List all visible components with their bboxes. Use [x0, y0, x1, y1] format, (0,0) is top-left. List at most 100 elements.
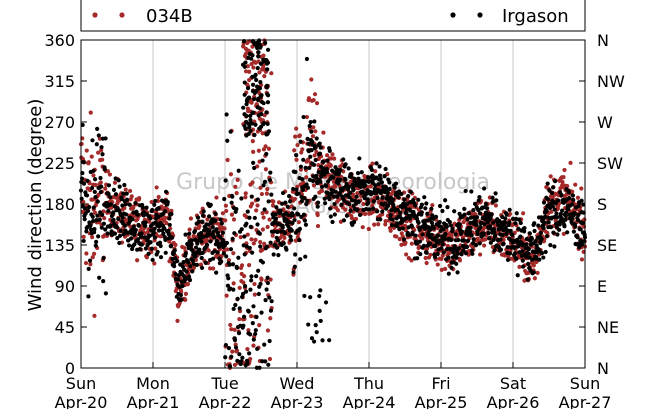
data-point-034b [89, 154, 94, 159]
data-point-irgason [264, 244, 270, 249]
data-point-irgason [296, 212, 301, 217]
data-point-irgason [477, 241, 482, 246]
data-point-irgason [404, 216, 409, 221]
data-point-irgason [302, 195, 307, 201]
data-point-irgason [437, 220, 442, 225]
data-point-irgason [113, 192, 119, 197]
data-point-irgason [102, 167, 107, 172]
data-point-irgason [364, 207, 369, 212]
data-point-irgason [477, 195, 482, 200]
data-point-irgason [325, 169, 330, 175]
data-point-irgason [326, 179, 331, 184]
data-point-irgason [152, 235, 158, 240]
data-point-irgason [544, 209, 549, 214]
data-point-irgason [274, 245, 280, 250]
data-point-034b [252, 281, 257, 287]
data-point-irgason [325, 191, 330, 196]
x-tick-date-label: Apr-25 [415, 393, 468, 409]
data-point-irgason [416, 197, 421, 202]
data-point-034b [573, 182, 578, 187]
data-point-irgason [516, 226, 521, 231]
data-point-irgason [258, 94, 263, 99]
data-point-034b [224, 208, 229, 214]
data-point-irgason [261, 59, 266, 64]
data-point-irgason [90, 138, 95, 143]
data-point-irgason [445, 205, 450, 210]
data-point-irgason [303, 254, 308, 259]
data-point-034b [493, 203, 498, 208]
data-point-034b [238, 235, 243, 240]
data-point-irgason [254, 88, 259, 93]
data-point-irgason [543, 214, 548, 219]
data-point-irgason [232, 338, 238, 343]
data-point-irgason [468, 225, 473, 231]
data-point-irgason [100, 212, 105, 217]
data-point-irgason [260, 158, 265, 163]
data-point-034b [298, 167, 303, 172]
data-point-irgason [209, 220, 214, 225]
compass-label: SE [597, 236, 617, 255]
data-point-034b [361, 201, 366, 207]
data-point-irgason [542, 220, 547, 225]
data-point-irgason [232, 231, 237, 236]
data-point-irgason [264, 151, 269, 157]
data-point-034b [535, 270, 540, 275]
y-tick-label: 0 [65, 359, 75, 378]
data-point-irgason [307, 165, 312, 170]
data-point-irgason [255, 66, 260, 71]
data-point-irgason [258, 281, 263, 286]
data-point-irgason [518, 234, 523, 239]
data-point-034b [440, 253, 445, 258]
data-point-irgason [183, 251, 188, 256]
data-point-irgason [293, 169, 298, 175]
data-point-irgason [522, 226, 527, 231]
data-point-034b [439, 267, 444, 272]
data-point-irgason [547, 188, 552, 193]
data-point-irgason [378, 217, 383, 222]
data-point-034b [245, 232, 250, 237]
data-point-irgason [248, 128, 253, 133]
data-point-irgason [567, 196, 572, 201]
data-point-irgason [242, 64, 247, 69]
data-point-irgason [129, 236, 134, 241]
data-point-irgason [354, 194, 359, 199]
data-point-irgason [308, 154, 313, 159]
data-point-irgason [247, 245, 252, 251]
data-point-irgason [539, 236, 544, 242]
data-point-034b [92, 313, 97, 318]
x-tick-day-label: Sun [570, 374, 600, 393]
data-point-034b [204, 238, 210, 243]
data-point-irgason [319, 184, 325, 190]
compass-label: N [597, 359, 609, 378]
data-point-irgason [257, 231, 262, 236]
data-point-034b [81, 199, 86, 205]
data-point-034b [394, 234, 399, 239]
data-point-irgason [246, 309, 251, 314]
data-point-irgason [339, 202, 344, 207]
data-point-irgason [541, 255, 546, 260]
data-point-irgason [422, 195, 427, 200]
data-point-irgason [81, 238, 86, 244]
data-point-irgason [101, 221, 106, 226]
data-point-irgason [306, 141, 311, 146]
data-point-irgason [120, 215, 125, 220]
data-point-irgason [254, 77, 259, 83]
data-point-irgason [532, 228, 537, 234]
data-point-irgason [255, 197, 260, 202]
data-point-irgason [86, 205, 92, 210]
data-point-irgason [97, 275, 102, 280]
data-point-irgason [105, 231, 110, 236]
data-point-034b [112, 180, 118, 185]
data-point-irgason [240, 291, 246, 296]
data-point-034b [575, 195, 581, 200]
data-point-034b [243, 191, 248, 196]
data-point-irgason [242, 80, 247, 85]
data-point-irgason [566, 190, 571, 195]
data-point-034b [570, 189, 575, 194]
data-point-irgason [155, 249, 160, 255]
data-point-irgason [280, 225, 285, 230]
data-point-irgason [247, 215, 252, 220]
data-point-034b [295, 142, 300, 148]
data-point-034b [152, 261, 157, 266]
data-point-034b [107, 172, 113, 177]
